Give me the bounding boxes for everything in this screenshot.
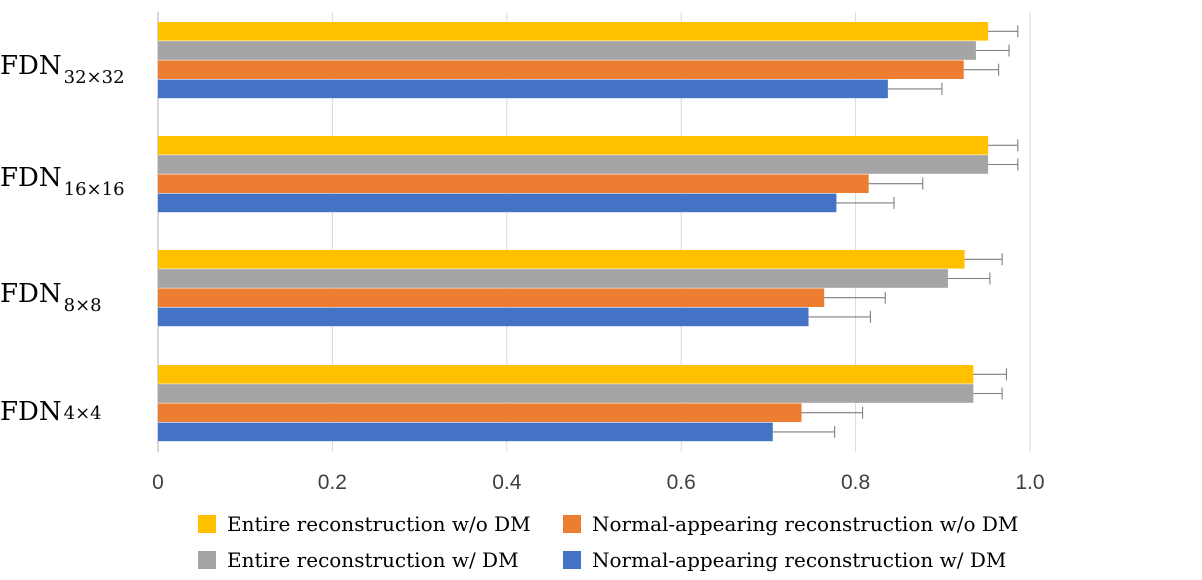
bar: [158, 384, 974, 403]
bar: [158, 174, 869, 193]
x-axis-ticks: 0 0.2 0.4 0.6 0.8 1.0: [152, 471, 1044, 494]
bar: [158, 193, 837, 213]
bar: [158, 307, 809, 327]
error-bars-layer: [772, 25, 1019, 438]
category-label: FDN 4×4: [0, 397, 102, 427]
bar: [158, 22, 989, 41]
bar: [158, 365, 974, 384]
bar: [158, 288, 825, 307]
bar: [158, 403, 802, 422]
legend-label: Normal-appearing reconstruction w/ DM: [592, 548, 1006, 572]
legend-label: Entire reconstruction w/o DM: [227, 512, 531, 536]
legend-swatch: [198, 551, 216, 569]
x-tick-label: 1.0: [1015, 471, 1044, 494]
legend: Entire reconstruction w/o DM Normal-appea…: [198, 512, 1018, 572]
legend-swatch: [563, 515, 581, 533]
bar: [158, 41, 976, 60]
category-label: FDN 32×32: [0, 51, 125, 88]
x-tick-label: 0.4: [492, 471, 522, 494]
bar: [158, 269, 949, 288]
legend-swatch: [198, 515, 216, 533]
category-labels: FDN 32×32 FDN 16×16 FDN 8×8 FDN 4×4: [0, 51, 125, 427]
bar: [158, 136, 989, 155]
category-label: FDN 8×8: [0, 279, 102, 316]
x-tick-label: 0.2: [318, 471, 347, 494]
x-tick-label: 0.6: [667, 471, 696, 494]
legend-swatch: [563, 551, 581, 569]
legend-label: Normal-appearing reconstruction w/o DM: [592, 512, 1018, 536]
bar: [158, 422, 773, 442]
bars-layer: [158, 22, 989, 442]
category-label: FDN 16×16: [0, 163, 125, 200]
bar: [158, 60, 964, 79]
bar: [158, 155, 989, 174]
x-tick-label: 0.8: [841, 471, 870, 494]
bar: [158, 79, 888, 99]
bar: [158, 250, 965, 269]
x-tick-label: 0: [152, 471, 164, 494]
legend-label: Entire reconstruction w/ DM: [227, 548, 519, 572]
